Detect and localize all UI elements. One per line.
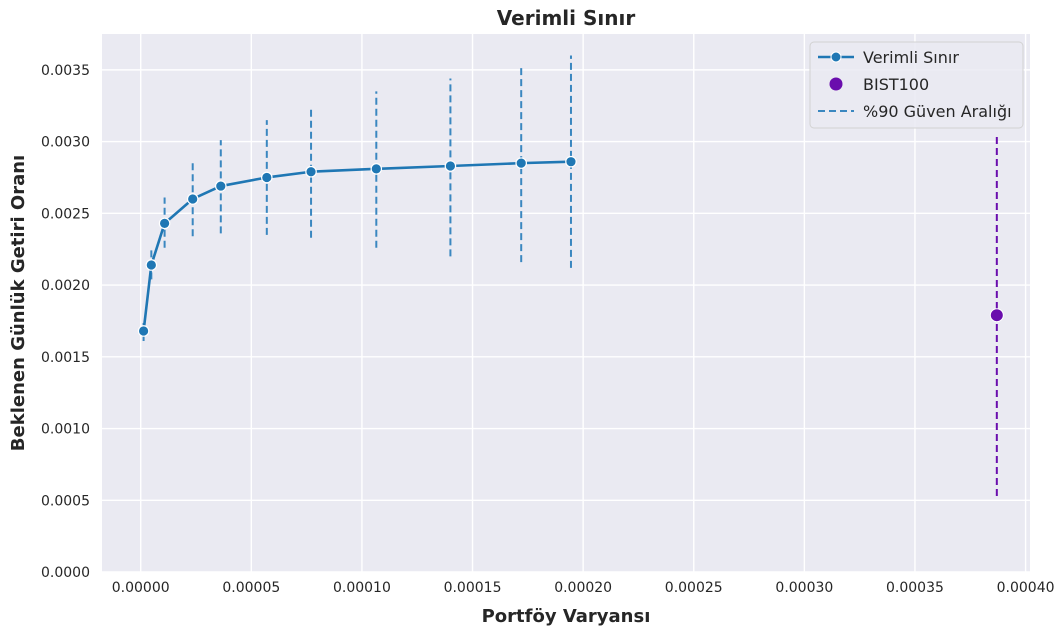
frontier-point	[444, 160, 457, 172]
legend-dot-swatch	[829, 77, 843, 91]
x-tick-label: 0.00010	[333, 580, 391, 596]
frontier-point	[565, 155, 577, 168]
legend-label: BIST100	[863, 75, 929, 94]
bist100-point	[989, 308, 1004, 323]
frontier-point	[261, 171, 273, 184]
chart-title: Verimli Sınır	[497, 6, 636, 30]
frontier-point	[214, 180, 227, 192]
frontier-point	[137, 325, 150, 337]
frontier-point	[186, 193, 199, 205]
x-tick-label: 0.00000	[112, 580, 170, 596]
frontier-point	[370, 163, 383, 175]
frontier-point	[515, 157, 528, 169]
x-tick-label: 0.00025	[665, 580, 723, 596]
y-tick-label: 0.0020	[41, 278, 90, 294]
legend-box	[809, 41, 1024, 129]
legend: Verimli Sınır BIST100 %90 Güven Aralığı	[809, 41, 1024, 129]
legend-label: %90 Güven Aralığı	[863, 102, 1012, 121]
y-tick-label: 0.0025	[41, 206, 90, 222]
y-tick-label: 0.0000	[41, 565, 90, 581]
y-tick-label: 0.0010	[41, 422, 90, 438]
y-tick-label: 0.0015	[41, 350, 90, 366]
x-tick-label: 0.00005	[222, 580, 280, 596]
y-axis-title: Beklenen Günlük Getiri Oranı	[8, 155, 29, 451]
x-tick-label: 0.00015	[444, 580, 502, 596]
x-tick-label: 0.00020	[554, 580, 612, 596]
frontier-point	[158, 217, 171, 230]
legend-label: Verimli Sınır	[863, 48, 959, 67]
y-tick-label: 0.0005	[41, 493, 90, 509]
frontier-point	[145, 259, 158, 271]
x-axis-title: Portföy Varyansı	[482, 606, 651, 627]
frontier-point	[305, 165, 317, 178]
x-tick-labels: 0.00000 0.00005 0.00010 0.00015 0.00020 0.000…	[112, 580, 1055, 596]
series-markers	[137, 155, 1004, 337]
legend-marker-swatch	[830, 51, 842, 63]
x-tick-label: 0.00040	[997, 580, 1055, 596]
y-tick-labels: 0.0000 0.0005 0.0010 0.0015 0.0020 0.0025 0.00…	[41, 63, 90, 581]
y-tick-label: 0.0030	[41, 135, 90, 151]
x-tick-label: 0.00030	[775, 580, 833, 596]
x-tick-label: 0.00035	[886, 580, 944, 596]
y-tick-label: 0.0035	[41, 63, 90, 79]
